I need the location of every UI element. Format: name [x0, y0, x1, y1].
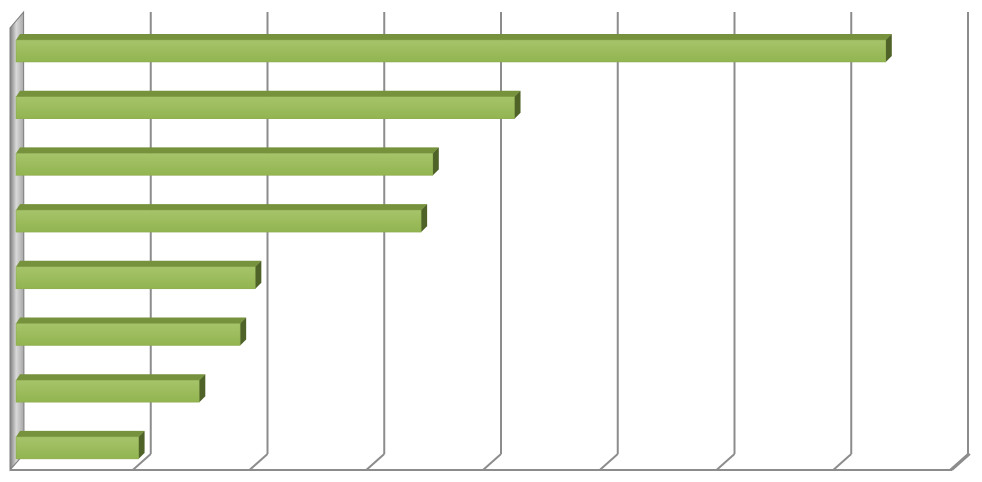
- gridline-floor: [832, 453, 852, 471]
- bars: [15, 34, 892, 460]
- bar: [15, 266, 256, 290]
- bar: [15, 379, 200, 403]
- bar-top-face: [16, 374, 206, 381]
- gridline-floor: [949, 453, 969, 471]
- bar-side-face: [255, 260, 262, 289]
- bar-top-face: [16, 317, 247, 324]
- bar-side-face: [138, 430, 145, 459]
- gridline-floor: [365, 453, 385, 471]
- gridline-floor: [132, 453, 152, 471]
- floor-edge-right: [951, 453, 971, 471]
- bar: [15, 96, 515, 119]
- bar-top-face: [16, 147, 439, 154]
- bar: [15, 436, 139, 460]
- bar: [15, 209, 422, 233]
- gridline-floor: [248, 453, 269, 471]
- bar-side-face: [432, 147, 439, 176]
- gridlines: [132, 12, 969, 471]
- gridline-floor: [715, 453, 736, 471]
- bar-top-face: [16, 430, 145, 437]
- bar: [15, 323, 241, 346]
- bar-side-face: [199, 374, 206, 403]
- bar-side-face: [421, 204, 428, 233]
- bar-side-face: [885, 34, 892, 62]
- gridline-floor: [482, 453, 502, 471]
- bar-top-face: [16, 204, 428, 211]
- bar: [15, 39, 887, 63]
- bar-top-face: [16, 34, 892, 40]
- bar-top-face: [16, 260, 262, 267]
- bar: [15, 153, 434, 176]
- gridline-floor: [599, 453, 619, 471]
- bar-side-face: [514, 90, 521, 119]
- bar-top-face: [16, 90, 521, 97]
- bar-side-face: [240, 317, 247, 346]
